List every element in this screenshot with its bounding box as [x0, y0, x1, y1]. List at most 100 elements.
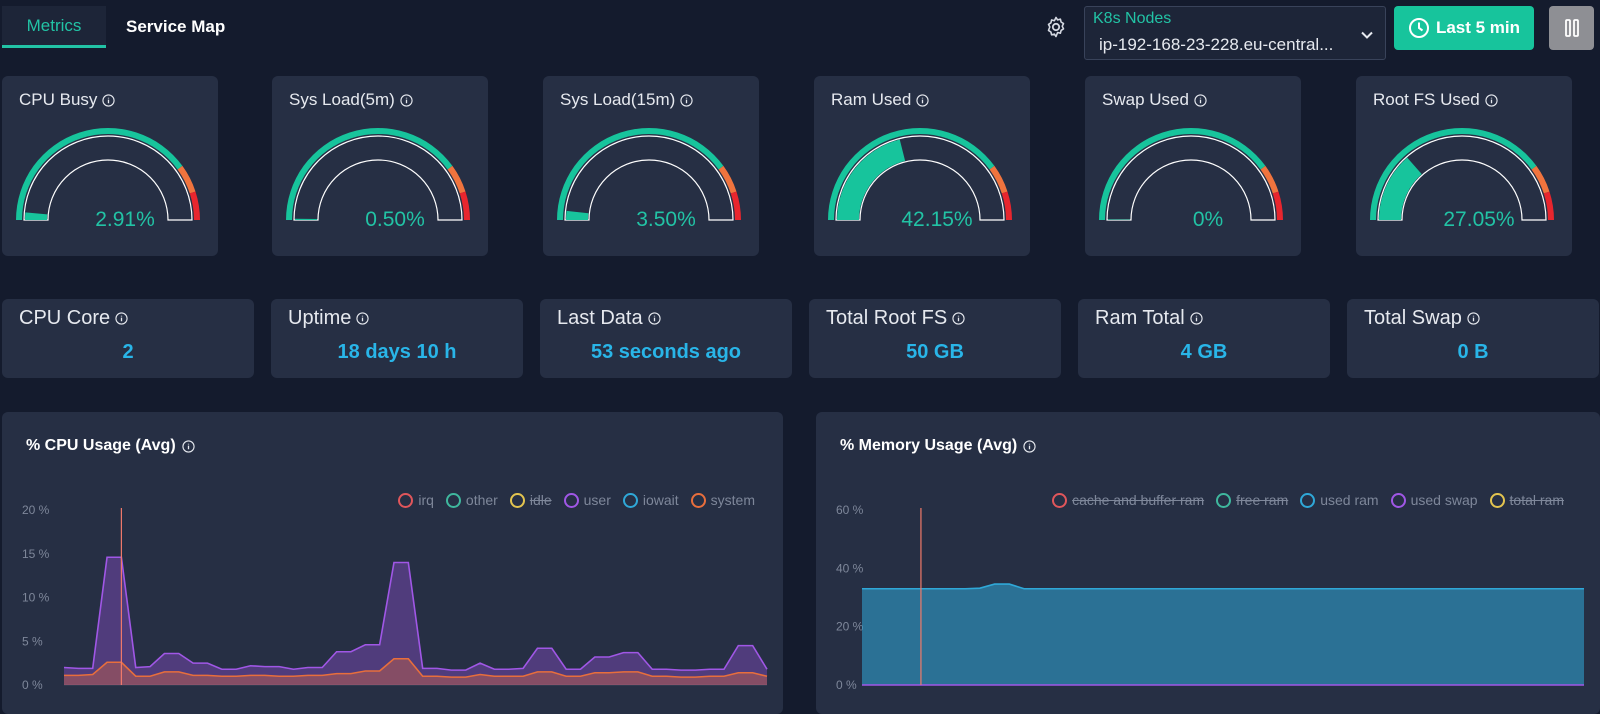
info-icon[interactable] — [1485, 93, 1498, 107]
gauge-value: 42.15% — [901, 208, 973, 231]
info-icon[interactable] — [680, 93, 693, 107]
gauge-track — [1106, 135, 1276, 221]
time-range-button[interactable]: Last 5 min — [1394, 6, 1534, 50]
legend-label: user — [583, 492, 611, 508]
gauge-band-warning — [447, 165, 466, 194]
y-tick-label: 5 % — [22, 634, 43, 648]
gauge-track — [835, 135, 1005, 221]
gauge-title: Sys Load(15m) — [560, 90, 676, 109]
legend-item-iowait[interactable]: iowait — [622, 492, 679, 508]
gauge-band-critical — [189, 191, 200, 220]
gauge-value: 2.91% — [95, 208, 155, 231]
stat-title: Total Root FS — [826, 307, 948, 329]
series-area-used-ram — [862, 584, 1584, 685]
series-area-system — [64, 658, 767, 685]
legend-label: idle — [529, 492, 552, 508]
y-tick-label: 0 % — [836, 678, 857, 692]
gauge-title: CPU Busy — [19, 90, 98, 109]
gauge-band-warning — [1531, 165, 1550, 194]
info-icon[interactable] — [916, 93, 929, 107]
info-icon[interactable] — [356, 312, 369, 325]
gauge-band-critical — [1543, 191, 1554, 220]
y-tick-label: 60 % — [836, 503, 864, 517]
stat-card-ram-total: Ram Total 4 GB — [1078, 299, 1330, 378]
pause-button[interactable] — [1549, 6, 1594, 50]
gauge-value: 3.50% — [636, 208, 696, 231]
legend-item-total-ram[interactable]: total ram — [1489, 492, 1564, 508]
stat-card-total-root-fs: Total Root FS 50 GB — [809, 299, 1061, 378]
info-icon[interactable] — [400, 93, 413, 107]
legend-dot — [622, 492, 638, 508]
gauge-track — [293, 135, 463, 221]
y-tick-label: 0 % — [22, 678, 43, 692]
legend-item-irq[interactable]: irq — [398, 492, 434, 508]
legend-item-used-ram[interactable]: used ram — [1300, 492, 1379, 508]
chevron-down-icon — [1361, 31, 1373, 39]
legend-item-other[interactable]: other — [445, 492, 498, 508]
series-line-used-ram — [862, 583, 1584, 590]
chart-title: % CPU Usage (Avg) — [26, 437, 176, 454]
stat-title: Last Data — [557, 307, 643, 329]
stat-card-total-swap: Total Swap 0 B — [1347, 299, 1599, 378]
legend-dot — [1489, 492, 1505, 508]
gauge-title: Swap Used — [1102, 90, 1189, 109]
gauge — [1370, 128, 1554, 221]
y-tick-label: 40 % — [836, 561, 864, 575]
legend-item-idle[interactable]: idle — [509, 492, 552, 508]
info-icon[interactable] — [1023, 439, 1036, 453]
info-icon[interactable] — [1194, 93, 1207, 107]
legend-label: iowait — [642, 492, 679, 508]
legend-label: free ram — [1236, 492, 1289, 508]
clock-icon — [1408, 18, 1429, 38]
gauge-track — [564, 135, 734, 221]
stat-value: 53 seconds ago — [590, 341, 742, 363]
info-icon[interactable] — [102, 93, 116, 107]
legend-item-cache-and-buffer-ram[interactable]: cache and buffer ram — [1052, 492, 1204, 508]
gauge-fill — [1379, 157, 1422, 220]
chart-legend: irq other idle user iowait system — [398, 492, 755, 508]
legend-item-user[interactable]: user — [563, 492, 611, 508]
gauge-band-normal — [1099, 128, 1266, 220]
info-icon[interactable] — [1190, 312, 1203, 325]
gauge-fill — [837, 139, 906, 220]
info-icon[interactable] — [647, 312, 661, 325]
gear-icon[interactable] — [1044, 15, 1068, 39]
gauge-card-ram-used: Ram Used 42.15% — [814, 76, 1030, 256]
gauge — [1099, 128, 1283, 221]
gauge-value: 0% — [1192, 208, 1224, 231]
stat-value: 4 GB — [1180, 341, 1228, 363]
view-tabs: Metrics Service Map — [2, 6, 245, 50]
gauge-fill — [566, 210, 589, 220]
legend-dot — [1390, 492, 1406, 508]
stat-value: 50 GB — [906, 341, 964, 363]
tab-service-map[interactable]: Service Map — [126, 17, 226, 36]
memory-usage-panel: 60 % 40 % 20 % 0 % % Memory Usage (Avg) cac… — [816, 412, 1600, 714]
legend-item-used-swap[interactable]: used swap — [1390, 492, 1478, 508]
gauge-fill — [25, 212, 48, 220]
legend-label: used swap — [1410, 492, 1478, 508]
gauge-band-warning — [718, 165, 737, 194]
cpu-usage-panel: 20 % 15 % 10 % 5 % 0 % % CPU Usage (Avg) irq… — [2, 412, 783, 714]
stat-card-uptime: Uptime 18 days 10 h — [271, 299, 523, 378]
gauge-track — [23, 135, 193, 221]
info-icon[interactable] — [1467, 312, 1480, 325]
legend-dot — [563, 492, 579, 508]
tab-metrics[interactable]: Metrics — [2, 6, 106, 48]
info-icon[interactable] — [952, 312, 965, 325]
legend-item-system[interactable]: system — [690, 492, 755, 508]
legend-item-free-ram[interactable]: free ram — [1216, 492, 1288, 508]
stat-value: 18 days 10 h — [337, 341, 457, 363]
chart-title: % Memory Usage (Avg) — [840, 437, 1018, 454]
gauge-band-warning — [1260, 165, 1279, 194]
legend-label: system — [710, 492, 755, 508]
legend-dot — [1300, 492, 1316, 508]
info-icon[interactable] — [182, 439, 195, 453]
info-icon[interactable] — [115, 312, 128, 325]
gauge-band-normal — [557, 128, 724, 220]
k8s-node-select[interactable]: K8s Nodes ip-192-168-23-228.eu-central..… — [1084, 6, 1386, 60]
legend-dot — [509, 492, 525, 508]
stat-title: Ram Total — [1095, 307, 1185, 329]
legend-dot — [690, 492, 706, 508]
gauge-band-warning — [989, 165, 1008, 194]
legend-dot — [445, 492, 461, 508]
